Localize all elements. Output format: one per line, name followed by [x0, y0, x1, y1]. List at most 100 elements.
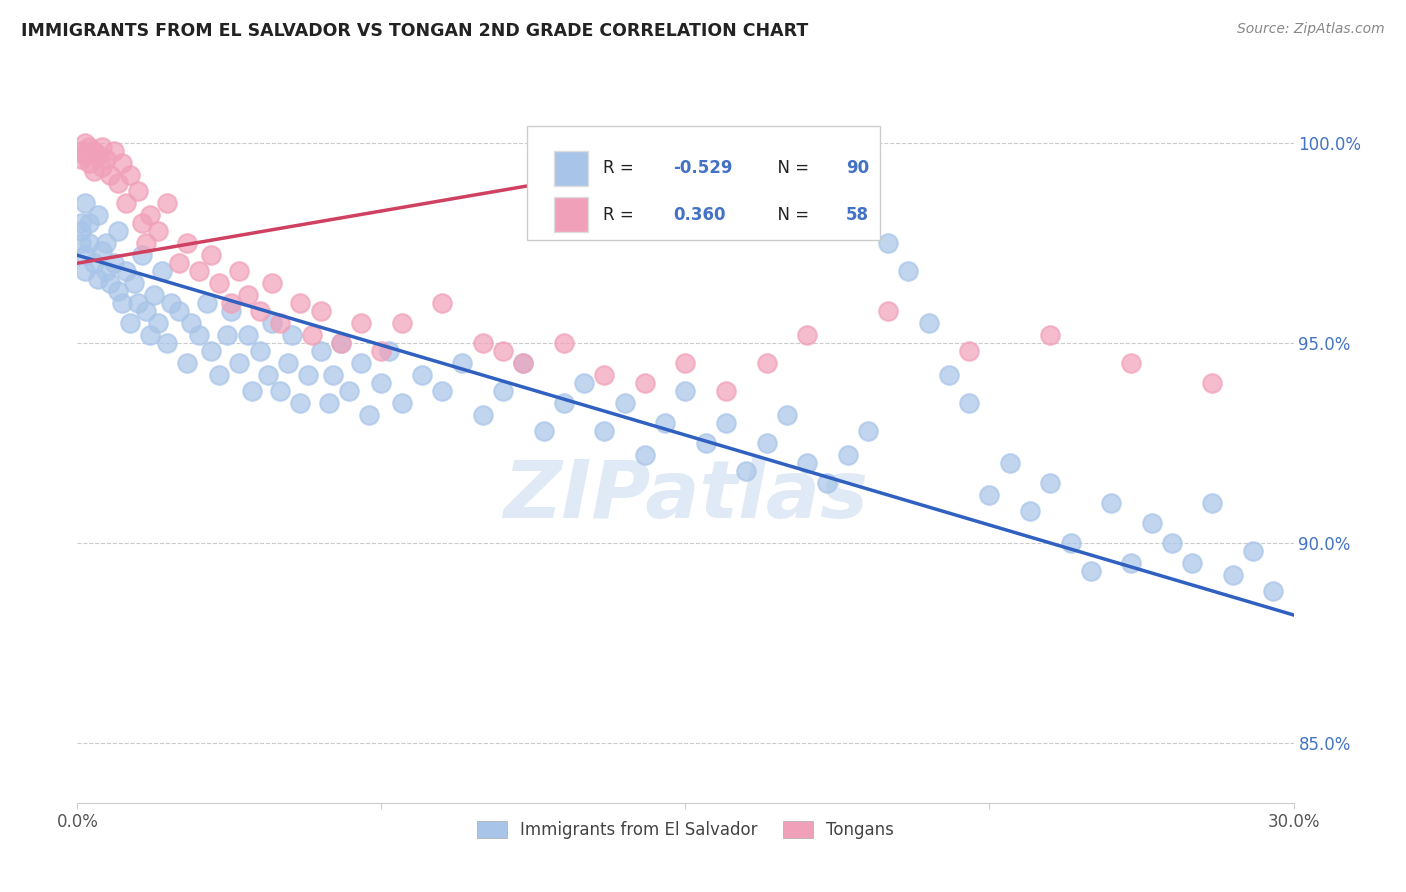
Point [152, 264, 174, 278]
Point [350, 316, 373, 330]
Text: R =: R = [603, 205, 638, 224]
Text: ZIPatlas: ZIPatlas [503, 457, 868, 534]
Point [322, 368, 344, 383]
Point [139, 328, 162, 343]
Point [391, 316, 413, 330]
Point [79, 216, 101, 230]
Point [107, 224, 129, 238]
Point [269, 384, 291, 398]
Point [1140, 516, 1163, 530]
Bar [554, 151, 588, 186]
Point [378, 344, 401, 359]
Point [155, 336, 177, 351]
Text: N =: N = [766, 205, 814, 224]
Point [115, 196, 138, 211]
Point [90, 140, 112, 154]
Point [957, 396, 980, 410]
Point [221, 296, 243, 310]
Point [249, 344, 271, 359]
Point [79, 156, 101, 170]
Point [471, 336, 494, 351]
Point [451, 356, 474, 370]
Point [200, 248, 222, 262]
Point [70, 224, 93, 238]
Point [188, 264, 211, 278]
Point [1121, 356, 1143, 370]
Point [281, 328, 304, 343]
Point [1039, 328, 1062, 343]
Point [411, 368, 433, 383]
Point [675, 356, 697, 370]
Point [714, 416, 737, 430]
Point [1222, 568, 1244, 582]
Text: Source: ZipAtlas.com: Source: ZipAtlas.com [1237, 22, 1385, 37]
Point [998, 456, 1021, 470]
Point [180, 316, 202, 330]
Point [512, 356, 534, 370]
Point [1181, 556, 1204, 570]
Point [75, 264, 97, 278]
Point [228, 356, 250, 370]
Point [957, 344, 980, 359]
Point [572, 376, 595, 391]
Point [115, 264, 138, 278]
Point [167, 256, 190, 270]
Point [155, 196, 177, 211]
Point [139, 208, 162, 222]
Point [735, 464, 758, 478]
Point [856, 424, 879, 438]
Point [938, 368, 960, 383]
Point [492, 384, 515, 398]
Point [167, 304, 190, 318]
Point [1201, 376, 1223, 391]
Point [143, 288, 166, 302]
Point [593, 424, 616, 438]
Point [103, 256, 125, 270]
Point [176, 236, 198, 251]
Point [675, 384, 697, 398]
Point [86, 148, 108, 162]
Point [208, 276, 231, 290]
Y-axis label: 2nd Grade: 2nd Grade [0, 397, 7, 477]
Point [236, 328, 259, 343]
Point [755, 436, 778, 450]
Point [75, 136, 97, 151]
Point [107, 284, 129, 298]
FancyBboxPatch shape [527, 126, 880, 240]
Point [86, 208, 108, 222]
Point [103, 145, 125, 159]
Point [195, 296, 218, 310]
Point [159, 296, 181, 310]
Text: 90: 90 [846, 159, 869, 178]
Point [309, 304, 332, 318]
Point [148, 224, 170, 238]
Point [613, 396, 636, 410]
Point [94, 264, 117, 278]
Point [796, 456, 818, 470]
Point [135, 236, 157, 251]
Point [309, 344, 332, 359]
Point [350, 356, 373, 370]
Point [70, 153, 93, 167]
Point [217, 328, 239, 343]
Point [553, 336, 575, 351]
Point [70, 236, 93, 251]
Point [815, 476, 838, 491]
Point [391, 396, 413, 410]
Point [75, 148, 97, 162]
Point [90, 244, 112, 259]
Point [277, 356, 299, 370]
Point [329, 336, 352, 351]
Point [111, 296, 134, 310]
Point [1161, 536, 1184, 550]
Point [877, 236, 900, 251]
Point [94, 236, 117, 251]
Point [979, 488, 1001, 502]
Point [75, 196, 97, 211]
Point [86, 272, 108, 286]
Point [148, 316, 170, 330]
Point [318, 396, 340, 410]
Point [200, 344, 222, 359]
Point [118, 316, 141, 330]
Point [359, 408, 381, 422]
